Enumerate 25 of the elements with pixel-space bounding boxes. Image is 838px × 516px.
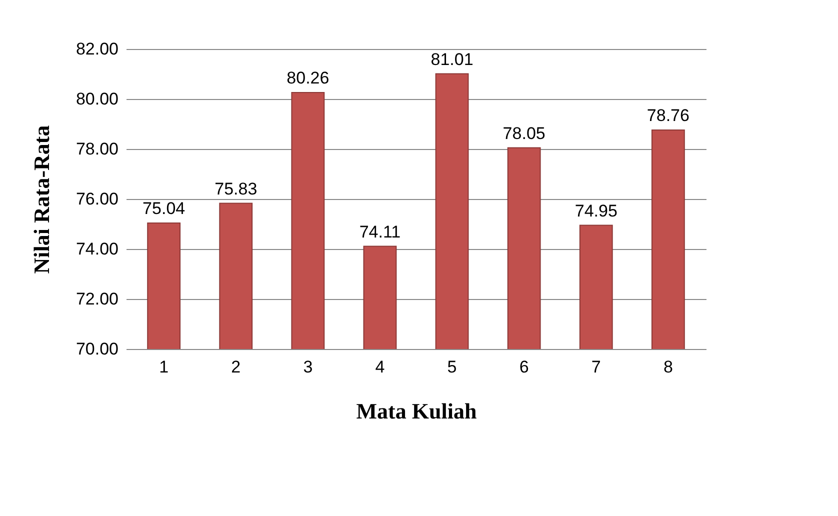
y-tick-label: 70.00 — [76, 340, 118, 358]
y-tick-label: 82.00 — [76, 40, 118, 58]
x-tick-label: 2 — [231, 358, 241, 376]
data-label: 81.01 — [430, 50, 474, 69]
x-tick-label: 3 — [303, 358, 313, 376]
data-label: 74.95 — [574, 201, 618, 220]
y-tick-label: 76.00 — [76, 190, 118, 208]
data-label: 78.76 — [646, 106, 690, 125]
y-tick-label: 78.00 — [76, 140, 118, 158]
data-label: 75.04 — [142, 199, 186, 218]
x-tick-label: 5 — [447, 358, 457, 376]
data-label: 78.05 — [502, 124, 546, 143]
y-tick-label: 80.00 — [76, 90, 118, 108]
y-tick-label: 72.00 — [76, 290, 118, 308]
data-label: 74.11 — [359, 222, 401, 242]
y-tick-label: 74.00 — [76, 240, 118, 258]
x-tick-label: 4 — [375, 358, 385, 376]
x-tick-label: 7 — [591, 358, 601, 376]
data-label: 80.26 — [286, 68, 330, 88]
x-axis-title: Mata Kuliah — [356, 398, 477, 424]
data-label: 75.83 — [214, 179, 258, 198]
y-axis-title: Nilai Rata-Rata — [28, 125, 54, 274]
x-tick-label: 1 — [159, 358, 169, 376]
x-tick-label: 8 — [663, 358, 673, 376]
x-tick-label: 6 — [519, 358, 529, 376]
